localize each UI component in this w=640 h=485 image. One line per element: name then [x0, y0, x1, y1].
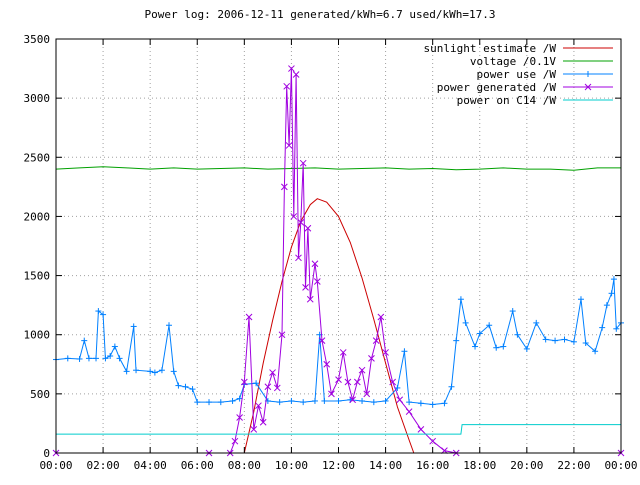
- axes-layer: 0 500 1000 1500 2000 2500 3000 3500 00:00 02:00 04…: [24, 33, 638, 472]
- cross-marker: [278, 331, 286, 339]
- cross-marker: [302, 284, 309, 291]
- cross-marker: [328, 390, 335, 398]
- legend-label: voltage /0.1V: [470, 55, 556, 68]
- chart-title: Power log: 2006-12-11 generated/kWh=6.7 …: [144, 8, 496, 21]
- cross-marker: [311, 260, 319, 268]
- cross-marker: [250, 425, 258, 433]
- cross-marker: [349, 396, 356, 404]
- series-line: [55, 279, 622, 406]
- series-line: [56, 68, 621, 454]
- cross-marker: [273, 384, 281, 392]
- legend-label: power generated /W: [437, 81, 557, 94]
- series-3: [52, 65, 625, 457]
- x-tick-label: 00:00: [604, 459, 637, 472]
- x-tick-label: 00:00: [39, 459, 72, 472]
- y-tick-label: 500: [30, 388, 50, 401]
- series-2: [53, 276, 624, 408]
- cross-marker: [240, 378, 248, 386]
- x-tick-label: 08:00: [228, 459, 261, 472]
- cross-marker: [285, 142, 293, 149]
- cross-marker: [353, 378, 361, 386]
- cross-marker: [283, 82, 291, 90]
- cross-marker: [339, 349, 347, 356]
- cross-marker: [382, 349, 389, 356]
- legend-label: sunlight estimate /W: [424, 42, 557, 55]
- x-tick-label: 18:00: [463, 459, 496, 472]
- cross-marker: [236, 414, 243, 421]
- y-tick-label: 2000: [24, 210, 51, 223]
- x-tick-label: 04:00: [134, 459, 167, 472]
- cross-marker: [368, 355, 375, 362]
- plot-frame: [55, 38, 622, 454]
- x-tick-label: 14:00: [369, 459, 402, 472]
- cross-marker: [363, 390, 371, 398]
- cross-marker: [323, 360, 331, 368]
- cross-marker: [299, 159, 307, 167]
- legend-label: power on C14 /W: [457, 94, 557, 107]
- cross-marker: [429, 437, 437, 445]
- x-tick-label: 22:00: [557, 459, 590, 472]
- cross-marker: [344, 378, 352, 386]
- cross-marker: [269, 369, 276, 376]
- cross-marker: [358, 366, 366, 374]
- cross-marker: [288, 65, 295, 72]
- y-tick-label: 0: [43, 447, 50, 460]
- x-tick-label: 06:00: [181, 459, 214, 472]
- cross-marker: [417, 425, 425, 433]
- cross-marker: [255, 402, 262, 410]
- cross-marker: [389, 378, 396, 386]
- series-layer: [52, 65, 625, 457]
- x-tick-label: 20:00: [510, 459, 543, 472]
- cross-marker: [318, 337, 326, 344]
- x-tick-label: 02:00: [87, 459, 120, 472]
- series-1: [55, 166, 621, 171]
- y-tick-label: 3500: [24, 33, 51, 46]
- cross-marker: [264, 383, 272, 391]
- series-4: [56, 424, 621, 435]
- series-0: [243, 198, 415, 454]
- cross-marker: [295, 254, 302, 262]
- cross-marker: [259, 418, 267, 426]
- cross-marker: [405, 408, 413, 415]
- cross-marker: [584, 83, 592, 91]
- series-line: [56, 424, 621, 435]
- legend-label: power use /W: [477, 68, 557, 81]
- cross-marker: [372, 337, 380, 344]
- cross-marker: [292, 71, 300, 78]
- cross-marker: [304, 224, 312, 232]
- cross-marker: [297, 218, 305, 226]
- y-tick-label: 1500: [24, 270, 51, 283]
- y-tick-label: 1000: [24, 329, 51, 342]
- cross-marker: [396, 396, 404, 404]
- cross-marker: [281, 183, 288, 191]
- cross-marker: [335, 376, 342, 384]
- cross-marker: [290, 213, 298, 220]
- cross-marker: [313, 278, 321, 285]
- x-tick-label: 10:00: [275, 459, 308, 472]
- series-line: [55, 166, 621, 171]
- cross-marker: [231, 437, 239, 445]
- cross-marker: [306, 295, 314, 303]
- x-tick-label: 12:00: [322, 459, 355, 472]
- cross-marker: [377, 313, 385, 321]
- cross-marker: [245, 313, 253, 321]
- series-line: [243, 198, 415, 454]
- y-tick-label: 3000: [24, 92, 51, 105]
- y-tick-label: 2500: [24, 151, 51, 164]
- x-tick-label: 16:00: [416, 459, 449, 472]
